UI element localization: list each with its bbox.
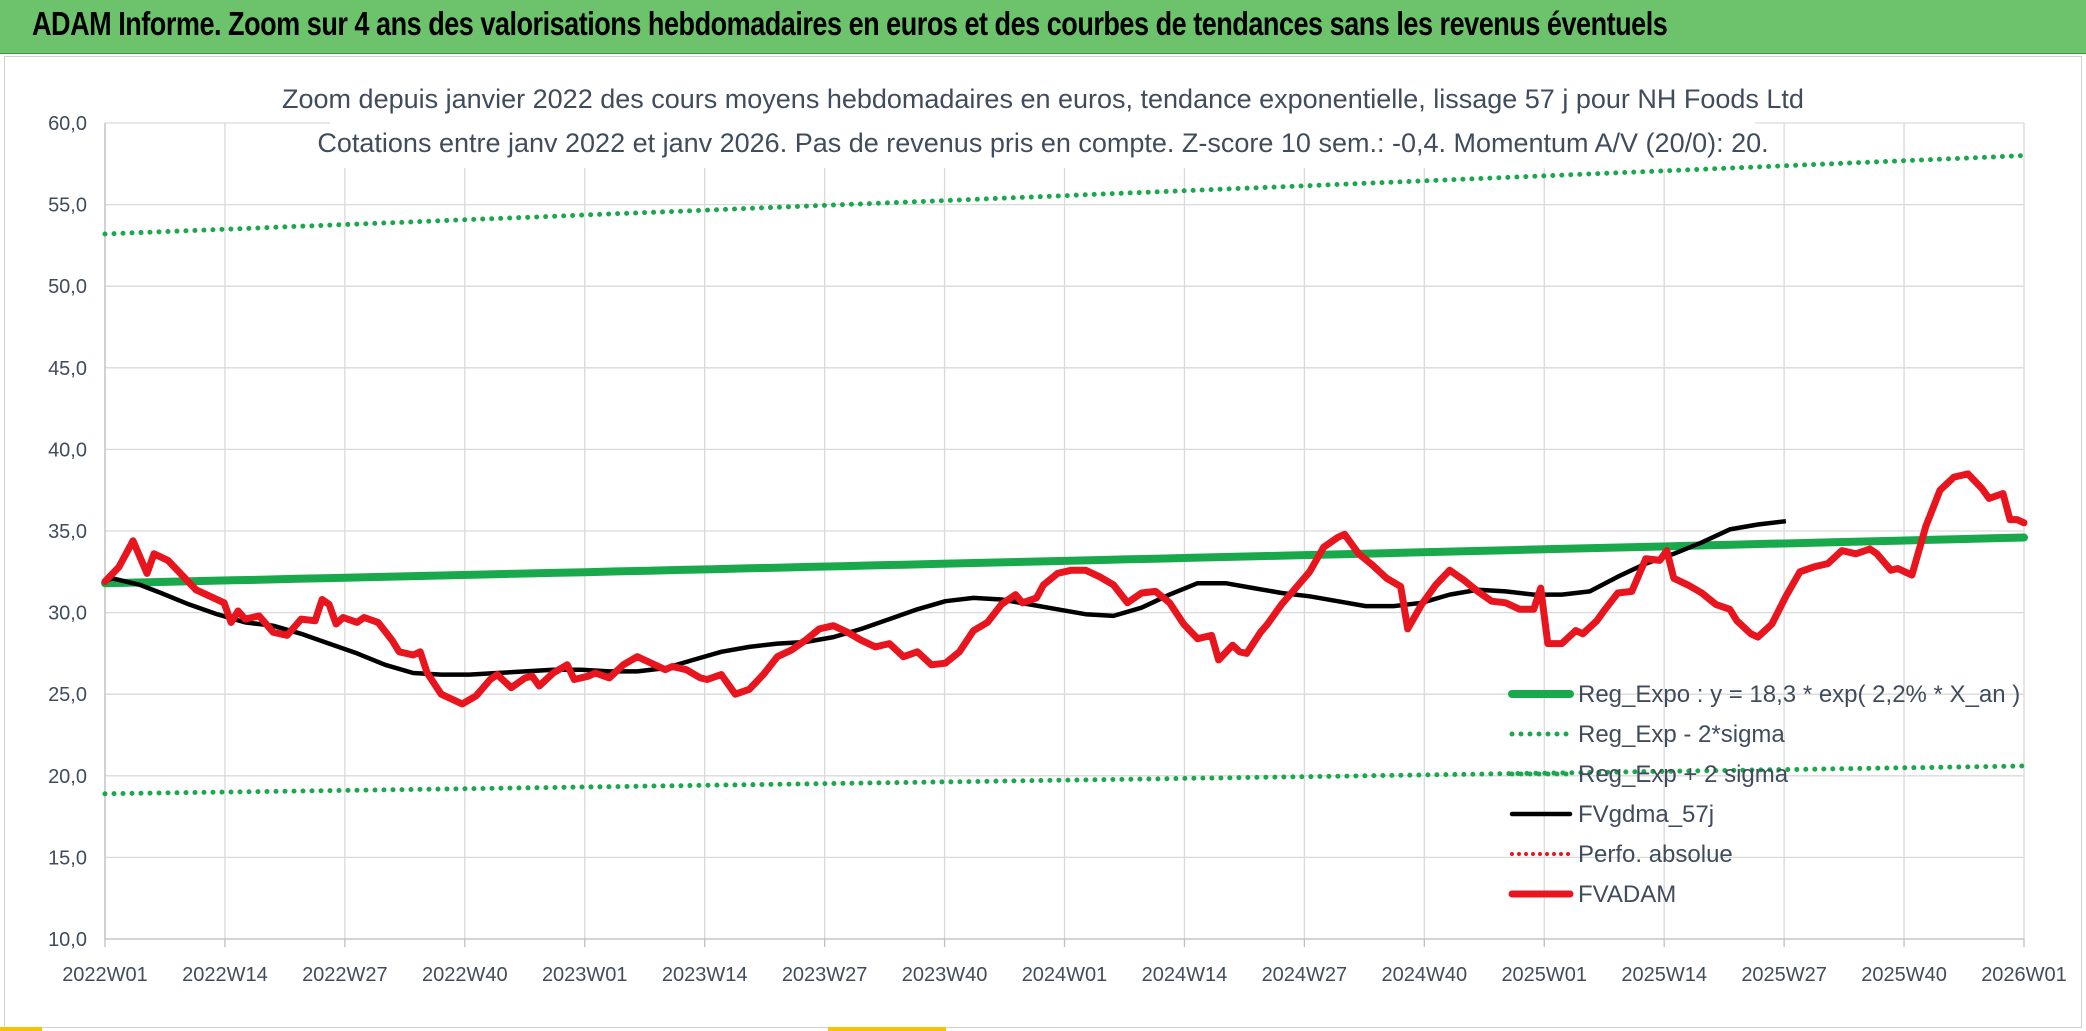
x-tick-label: 2023W14 bbox=[662, 964, 748, 986]
title-backdrop bbox=[330, 82, 1755, 168]
y-tick-label: 55,0 bbox=[48, 195, 87, 217]
chart-title-line1: Zoom depuis janvier 2022 des cours moyen… bbox=[282, 84, 1804, 114]
accent-bar-middle bbox=[828, 1027, 946, 1031]
x-tick-label: 2022W01 bbox=[62, 964, 148, 986]
reg-exp-plus-2sigma-line bbox=[102, 153, 2027, 237]
legend-reg-exp-minus-label: Reg_Exp - 2*sigma bbox=[1578, 721, 1785, 748]
x-tick-label: 2023W27 bbox=[782, 964, 868, 986]
legend-fvgdma-label: FVgdma_57j bbox=[1578, 801, 1714, 828]
fvadam-line bbox=[101, 470, 2028, 708]
x-tick-label: 2026W01 bbox=[1981, 964, 2067, 986]
legend-perfo-absolue-label: Perfo. absolue bbox=[1578, 841, 1733, 868]
accent-bar-left bbox=[0, 1027, 42, 1031]
y-tick-label: 35,0 bbox=[48, 521, 87, 543]
x-tick-label: 2022W40 bbox=[422, 964, 508, 986]
legend-reg-exp-plus-label: Reg_Exp + 2 sigma bbox=[1578, 761, 1789, 788]
x-tick-label: 2025W14 bbox=[1621, 964, 1707, 986]
x-tick-label: 2024W40 bbox=[1382, 964, 1468, 986]
y-tick-label: 40,0 bbox=[48, 439, 87, 461]
y-tick-label: 25,0 bbox=[48, 684, 87, 706]
y-tick-label: 50,0 bbox=[48, 276, 87, 298]
y-tick-label: 45,0 bbox=[48, 358, 87, 380]
reg-expo-line bbox=[101, 533, 2028, 588]
x-axis: 2022W01 2022W14 2022W27 2022W40 2023W01 2023W… bbox=[62, 938, 2067, 986]
y-tick-label: 30,0 bbox=[48, 603, 87, 625]
legend-reg-expo-label: Reg_Expo : y = 18,3 * exp( 2,2% * X_an ) bbox=[1578, 681, 2020, 708]
y-tick-label: 15,0 bbox=[48, 847, 87, 869]
x-tick-label: 2024W27 bbox=[1262, 964, 1348, 986]
y-axis: 10,0 15,0 20,0 25,0 30,0 35,0 40,0 45,0 50,0 55,0… bbox=[48, 113, 106, 951]
x-tick-label: 2025W40 bbox=[1861, 964, 1947, 986]
x-tick-label: 2025W27 bbox=[1741, 964, 1827, 986]
y-tick-label: 60,0 bbox=[48, 113, 87, 135]
report-banner: ADAM Informe. Zoom sur 4 ans des valoris… bbox=[0, 0, 2086, 54]
x-tick-label: 2023W40 bbox=[902, 964, 988, 986]
chart-grid bbox=[104, 122, 2025, 940]
x-tick-label: 2023W01 bbox=[542, 964, 628, 986]
y-tick-label: 10,0 bbox=[48, 929, 87, 951]
chart-title-line2: Cotations entre janv 2022 et janv 2026. … bbox=[317, 128, 1768, 158]
legend-fvadam-label: FVADAM bbox=[1578, 881, 1676, 908]
x-tick-label: 2024W01 bbox=[1022, 964, 1108, 986]
y-tick-label: 20,0 bbox=[48, 766, 87, 788]
series-lines bbox=[101, 153, 2028, 797]
report-title: ADAM Informe. Zoom sur 4 ans des valoris… bbox=[32, 5, 1668, 42]
x-tick-label: 2022W14 bbox=[182, 964, 268, 986]
x-tick-label: 2025W01 bbox=[1501, 964, 1587, 986]
legend: Reg_Expo : y = 18,3 * exp( 2,2% * X_an )… bbox=[1508, 681, 2020, 908]
x-tick-label: 2024W14 bbox=[1142, 964, 1228, 986]
fvgdma-57j-line bbox=[104, 518, 1787, 677]
x-tick-label: 2022W27 bbox=[302, 964, 388, 986]
chart-frame bbox=[4, 56, 2082, 1028]
